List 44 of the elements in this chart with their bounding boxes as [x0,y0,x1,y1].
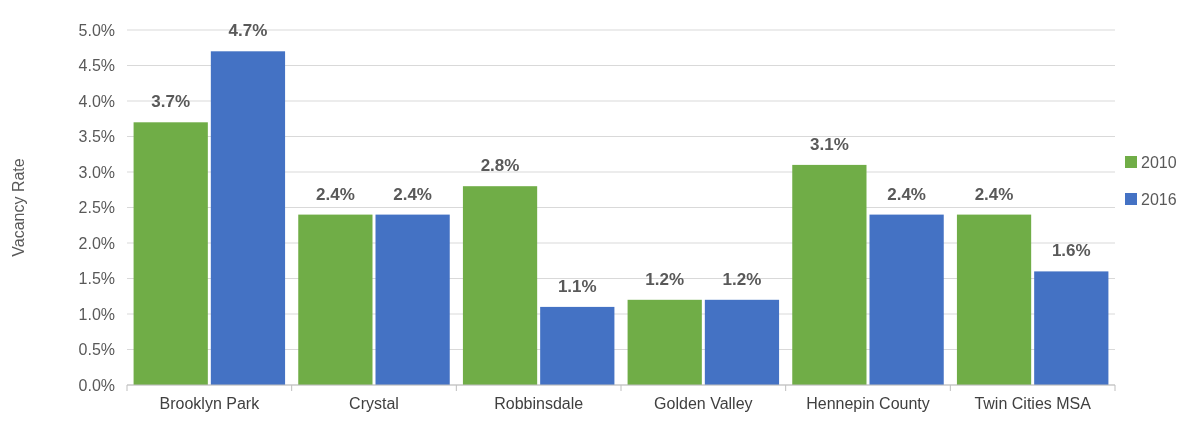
data-label: 4.7% [228,21,268,41]
x-tick-label: Robbinsdale [494,395,584,412]
y-tick-label: 4.5% [78,57,115,75]
data-label: 3.7% [151,92,191,112]
data-label: 1.1% [557,276,597,296]
data-label: 2.8% [480,156,520,176]
y-tick-label: 2.5% [78,199,115,217]
x-tick-label: Crystal [349,395,399,412]
y-tick-label: 4.0% [78,92,115,110]
bar [298,214,373,385]
bar [956,214,1032,385]
data-label: 2.4% [316,184,355,204]
data-label: 2.4% [393,184,432,204]
data-label: 1.2% [722,269,762,289]
x-tick-label: Hennepin County [806,395,930,412]
legend-label: 2016 [1141,190,1177,208]
y-tick-label: 5.0% [78,21,115,39]
bar [869,214,944,385]
y-axis-title: Vacancy Rate [10,158,27,257]
y-tick-label: 1.0% [78,305,115,323]
bar [627,299,702,385]
y-tick-label: 2.0% [78,234,115,252]
y-tick-label: 3.0% [78,163,115,181]
x-tick-label: Brooklyn Park [159,395,261,412]
bar [792,164,867,385]
x-tick-label: Twin Cities MSA [974,395,1092,412]
data-label: 2.4% [974,184,1014,204]
bar [462,186,538,385]
data-label: 3.1% [810,134,849,154]
y-tick-label: 1.5% [78,270,115,288]
bar [210,51,286,385]
data-label: 1.2% [645,269,685,289]
y-tick-label: 0.5% [78,341,115,359]
bar [540,306,615,385]
y-tick-label: 0.0% [78,376,115,394]
bar [133,122,208,385]
bar [704,299,780,385]
y-tick-label: 3.5% [78,128,115,146]
data-label: 1.6% [1051,241,1091,261]
bar [1034,271,1109,385]
legend-label: 2010 [1141,153,1177,171]
bar [375,214,450,385]
data-label: 2.4% [887,184,926,204]
x-tick-label: Golden Valley [654,395,753,412]
